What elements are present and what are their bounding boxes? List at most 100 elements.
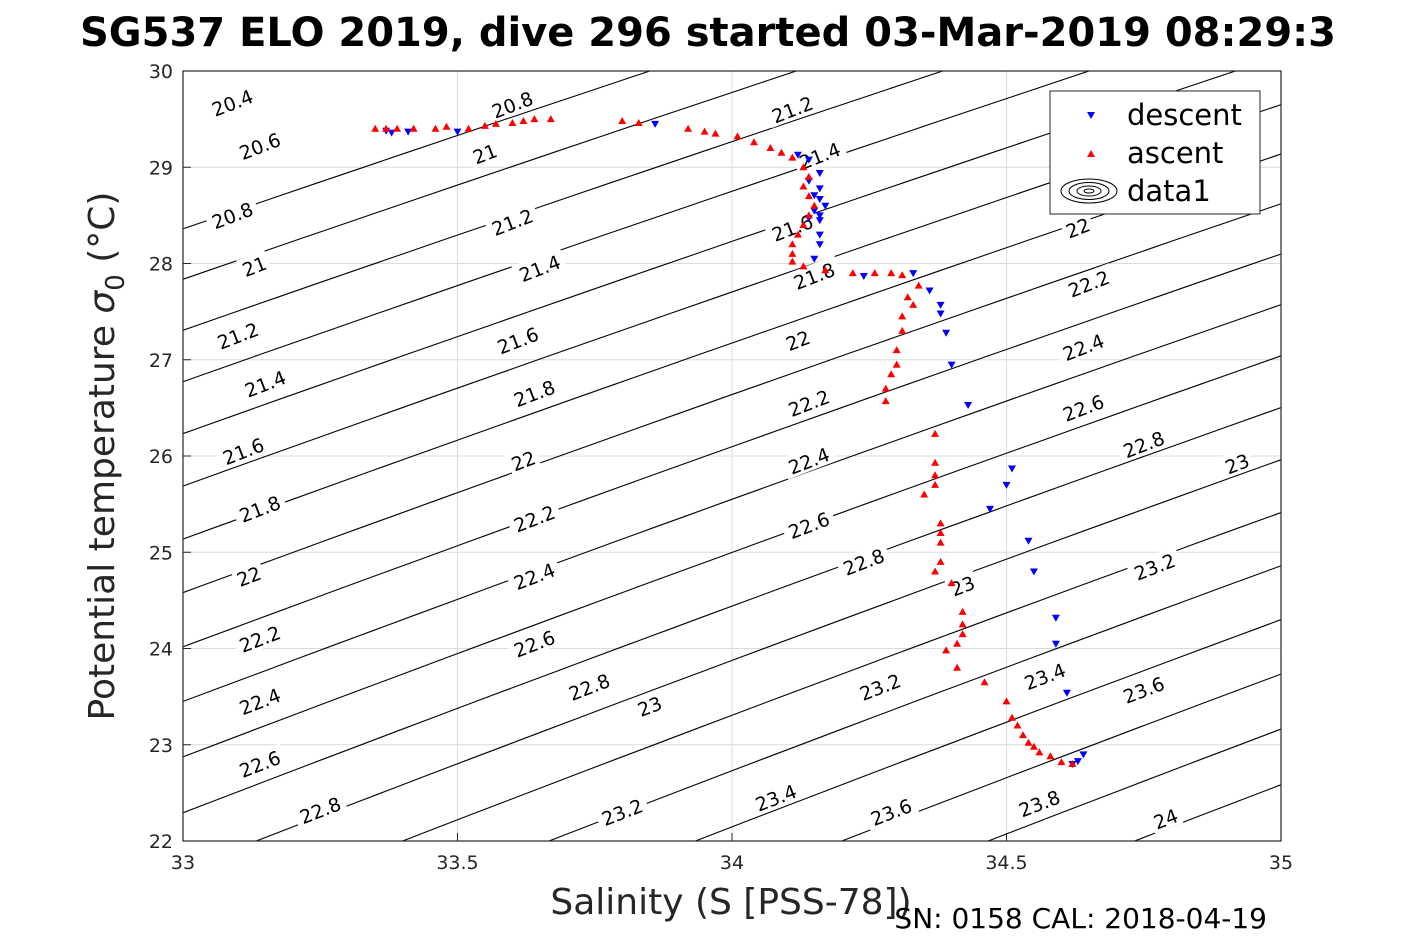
descent-point xyxy=(1079,751,1088,759)
ascent-point xyxy=(766,144,775,151)
ascent-point xyxy=(491,119,500,127)
descent-point xyxy=(453,128,462,136)
isopycnal-line xyxy=(183,71,1238,435)
ascent-point xyxy=(1002,697,1011,705)
ascent-point xyxy=(634,119,643,126)
contour-label-halo xyxy=(944,569,981,601)
ascent-point xyxy=(936,519,945,527)
ascent-point xyxy=(793,230,802,238)
ascent-point xyxy=(1046,752,1055,760)
isopycnal-line xyxy=(183,71,652,230)
ascent-point xyxy=(958,607,967,615)
isopycnal-line xyxy=(183,406,1281,814)
contour-label-halo xyxy=(593,791,651,831)
isopycnal-line xyxy=(183,71,798,280)
legend-descent-marker xyxy=(1087,112,1095,119)
legend-ascent-marker xyxy=(1087,150,1095,157)
contour-label-halo xyxy=(835,541,892,581)
descent-point xyxy=(1029,568,1038,576)
contour-label-halo xyxy=(483,201,541,241)
ascent-point xyxy=(810,201,819,209)
y-tick-label: 24 xyxy=(149,639,173,661)
legend-data1-label: data1 xyxy=(1127,174,1211,208)
ascent-point xyxy=(887,370,896,378)
ascent-point xyxy=(931,480,940,488)
ascent-point xyxy=(931,567,940,575)
ascent-point xyxy=(898,312,907,320)
contour-label-halo xyxy=(779,323,816,356)
ascent-point xyxy=(431,124,440,132)
ascent-point xyxy=(618,117,627,124)
ascent-point xyxy=(750,138,758,146)
ascent-point xyxy=(480,121,489,129)
descent-point xyxy=(815,185,824,193)
descent-point xyxy=(925,287,934,295)
x-tick-label: 34.5 xyxy=(985,852,1027,874)
calibration-footer: SN: 0158 CAL: 2018-04-19 xyxy=(894,902,1267,935)
descent-point xyxy=(810,192,819,200)
ascent-point xyxy=(1029,742,1038,750)
isopycnal-line xyxy=(183,253,1281,648)
descent-point xyxy=(1062,689,1071,697)
descent-point xyxy=(859,273,868,280)
ascent-point xyxy=(382,124,391,132)
legend: descent ascent data1 xyxy=(1049,90,1261,215)
contour-label-halo xyxy=(1115,423,1172,464)
contour-label-halo xyxy=(851,666,909,706)
contour-label-halo xyxy=(466,137,503,169)
contour-label-halo xyxy=(791,135,848,175)
contour-label-halo xyxy=(214,430,272,470)
isopycnal-line xyxy=(986,728,1281,841)
contour-label-halo xyxy=(291,789,349,829)
descent-point xyxy=(947,361,956,369)
y-axis-title-unit: (°C) xyxy=(82,192,123,275)
contour-label-halo xyxy=(1059,211,1096,243)
density-contours xyxy=(183,71,1281,841)
contour-labels: 20.420.620.82121.221.421.621.82222.222.4… xyxy=(203,82,1255,834)
ascent-point xyxy=(788,249,797,257)
contour-label-halo xyxy=(489,319,546,360)
contour-label: 22 xyxy=(779,323,816,356)
contour-label-halo xyxy=(209,315,266,355)
legend-descent-label: descent xyxy=(1127,98,1242,132)
ascent-point xyxy=(821,266,830,274)
contour-label-halo xyxy=(780,382,837,422)
ascent-point xyxy=(684,124,693,132)
descent-point xyxy=(1024,537,1033,545)
descent-point xyxy=(1073,758,1082,766)
ascent-point xyxy=(788,257,797,265)
ascent-point xyxy=(519,117,528,124)
descent-point xyxy=(793,151,802,159)
ascent-point xyxy=(931,458,940,466)
ascent-point xyxy=(1057,758,1066,766)
contour-label-halo xyxy=(505,555,563,595)
contour-label-halo xyxy=(747,777,804,817)
descent-point xyxy=(1002,481,1011,489)
contour-label-halo xyxy=(862,791,920,831)
descent-point xyxy=(815,217,824,225)
contour-label-halo xyxy=(231,125,288,165)
contour-label-halo xyxy=(1010,782,1068,823)
contour-label-halo xyxy=(505,444,541,476)
ascent-point xyxy=(936,557,945,565)
chart-title: SG537 ELO 2019, dive 296 started 03-Mar-… xyxy=(80,10,1336,56)
y-tick-label: 30 xyxy=(149,61,173,83)
ascent-point xyxy=(442,122,451,130)
ascent-series xyxy=(371,115,1077,767)
descent-point xyxy=(821,202,830,210)
descent-point xyxy=(815,212,824,220)
ascent-point xyxy=(958,620,967,628)
ascent-point xyxy=(508,119,517,126)
ascent-point xyxy=(881,397,890,405)
contour-label-halo xyxy=(231,680,288,721)
contour-label-halo xyxy=(631,689,668,722)
y-axis-title-sigma: σ xyxy=(82,290,123,314)
isopycnal-line xyxy=(840,673,1281,841)
legend-ascent-label: ascent xyxy=(1127,136,1223,170)
y-axis-title-subscript: 0 xyxy=(101,274,131,291)
contour-label-halo xyxy=(505,623,563,663)
descent-point xyxy=(815,231,824,239)
isopycnal-line xyxy=(547,565,1281,841)
ascent-point xyxy=(1068,760,1077,767)
